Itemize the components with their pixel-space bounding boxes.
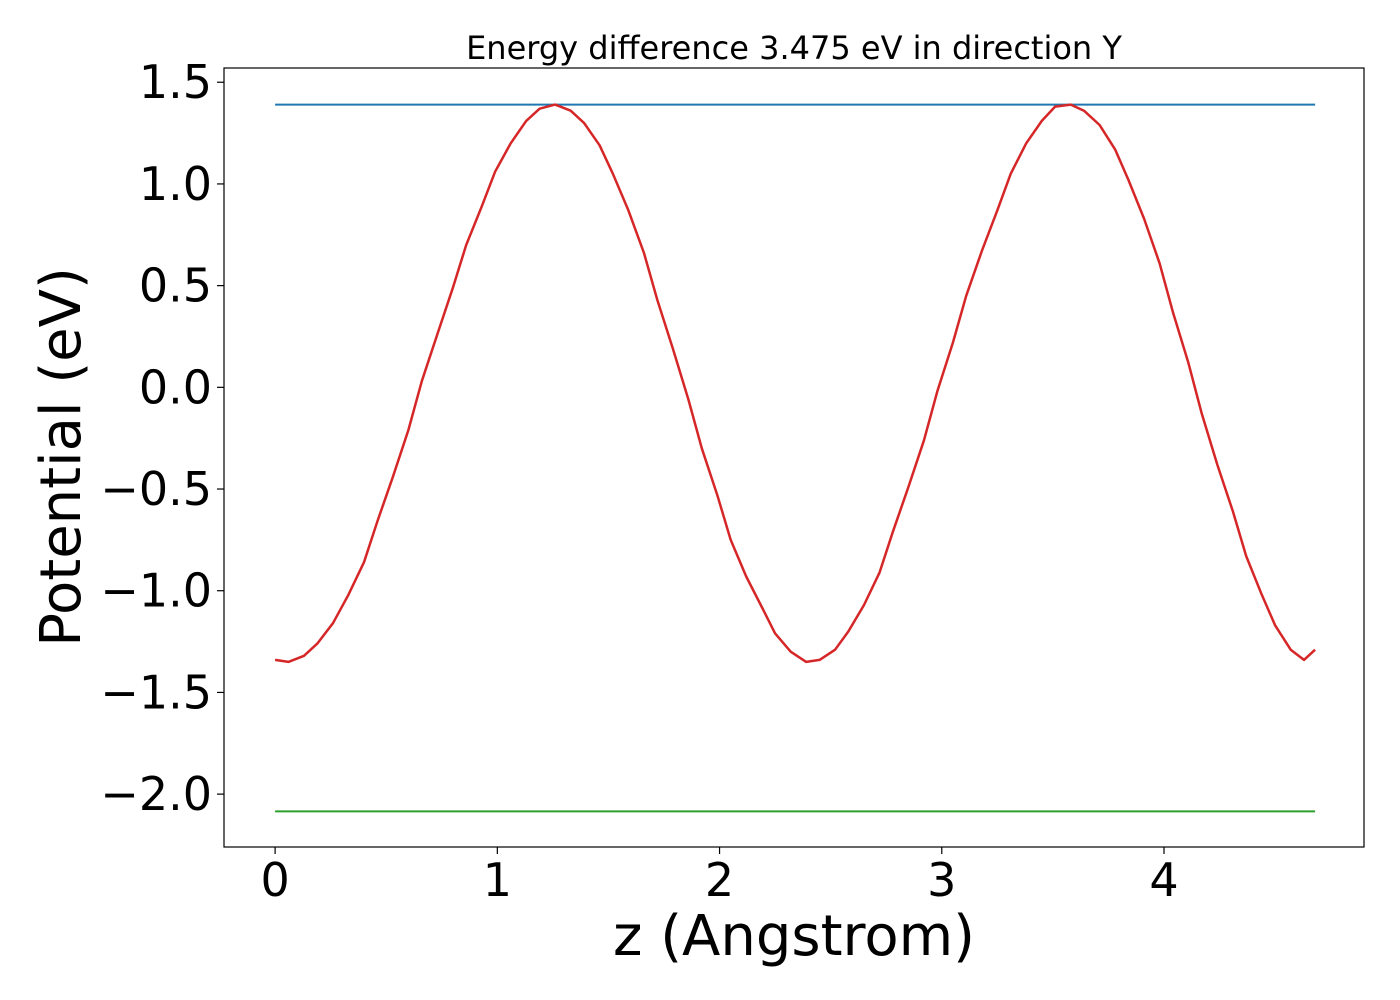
y-tick-label: 1.5 — [139, 55, 212, 109]
y-tick-label: 0.5 — [139, 259, 212, 313]
x-tick-label: 1 — [483, 853, 512, 907]
y-tick-label: 1.0 — [139, 157, 212, 211]
y-tick-label: −0.5 — [100, 462, 212, 516]
plot-area — [223, 67, 1365, 848]
y-tick-label: −1.0 — [100, 564, 212, 618]
x-axis-label: z (Angstrom) — [613, 904, 975, 969]
chart-title: Energy difference 3.475 eV in direction … — [466, 29, 1122, 67]
y-axis-label: Potential (eV) — [29, 267, 94, 647]
y-tick-label: 0.0 — [139, 360, 212, 414]
x-tick-label: 4 — [1149, 853, 1178, 907]
y-tick-label: −1.5 — [100, 665, 212, 719]
series-line-1 — [274, 103, 1316, 664]
x-axis-ticks: 0 1 2 3 4 — [260, 847, 1179, 907]
y-tick-label: −2.0 — [100, 767, 212, 821]
y-axis-ticks: 1.5 1.0 0.5 0.0 −0.5 −1.0 −1.5 −2.0 — [100, 55, 224, 821]
axes-frame — [223, 67, 1365, 848]
x-tick-label: 3 — [927, 853, 956, 907]
x-tick-label: 2 — [705, 853, 734, 907]
x-tick-label: 0 — [260, 853, 289, 907]
